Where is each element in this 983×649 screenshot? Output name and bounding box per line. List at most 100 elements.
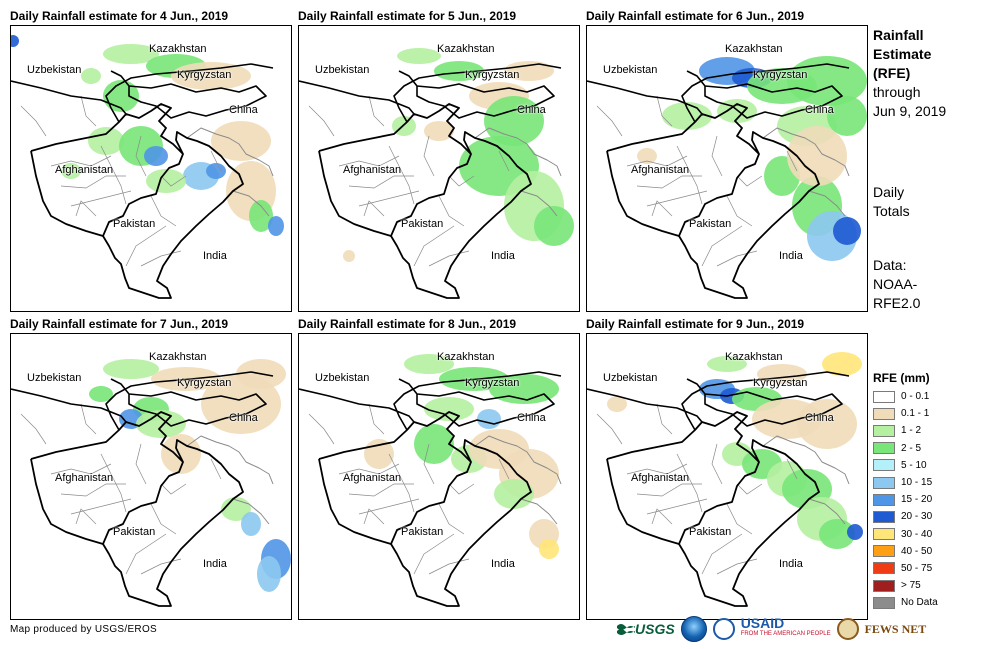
legend-item: 10 - 15 [873, 474, 938, 491]
rainfall-area [103, 44, 159, 64]
rainfall-area [707, 356, 747, 372]
legend-item: 2 - 5 [873, 440, 938, 457]
legend-swatch [873, 407, 895, 420]
country-label-india: India [203, 558, 227, 570]
rainfall-area [11, 35, 19, 47]
country-border [762, 127, 850, 217]
map-canvas [299, 48, 574, 299]
legend-title: RFE (mm) [873, 371, 930, 385]
rainfall-area [103, 359, 159, 379]
legend-item: 20 - 30 [873, 508, 938, 525]
country-label-uzbekistan: Uzbekistan [315, 372, 370, 384]
rainfall-area [268, 216, 284, 236]
legend-label: No Data [901, 597, 938, 609]
country-label-afghanistan: Afghanistan [55, 472, 114, 484]
rainfall-area [534, 206, 574, 246]
country-label-kyrgyzstan: Kyrgyzstan [177, 69, 232, 81]
country-label-kyrgyzstan: Kyrgyzstan [753, 69, 808, 81]
country-label-uzbekistan: Uzbekistan [315, 64, 370, 76]
side-data-line: NOAA- [873, 276, 918, 292]
side-data-line: Data: [873, 257, 907, 273]
side-through-line: through [873, 84, 921, 100]
province-boundaries [596, 403, 798, 575]
country-label-afghanistan: Afghanistan [631, 472, 690, 484]
side-daily-totals: Daily Totals [873, 183, 910, 221]
country-border [606, 458, 680, 545]
country-border [587, 63, 850, 123]
country-label-china: China [517, 104, 546, 116]
rainfall-area [434, 61, 484, 81]
map-panel-jun-4: Daily Rainfall estimate for 4 Jun., 2019… [10, 8, 292, 312]
country-label-afghanistan: Afghanistan [343, 472, 402, 484]
country-border [318, 458, 392, 545]
legend-label: > 75 [901, 580, 921, 592]
rainfall-area [404, 354, 454, 374]
map-canvas [587, 56, 867, 299]
country-label-kazakhstan: Kazakhstan [149, 43, 207, 55]
country-label-pakistan: Pakistan [113, 218, 156, 230]
country-label-pakistan: Pakistan [113, 526, 156, 538]
province-boundaries [308, 403, 510, 575]
rainfall-map: Kazakhstan Uzbekistan Kyrgyzstan China Afgha… [586, 333, 868, 620]
province-boundaries [596, 95, 798, 267]
fews-net-seal-icon [836, 618, 859, 640]
rainfall-map: Kazakhstan Uzbekistan Kyrgyzstan China Afgha… [10, 25, 292, 312]
legend-item: 30 - 40 [873, 526, 938, 543]
rainfall-area [607, 396, 627, 412]
rainfall-area [484, 96, 544, 146]
rainfall-area [161, 434, 201, 474]
panel-title: Daily Rainfall estimate for 6 Jun., 2019 [586, 9, 805, 23]
usaid-seal-icon [712, 618, 735, 640]
legend-item: 50 - 75 [873, 560, 938, 577]
rainfall-area [61, 163, 81, 179]
rainfall-area [241, 512, 261, 536]
legend-label: 50 - 75 [901, 562, 933, 574]
rainfall-area [397, 48, 441, 64]
logo-strip: USGS USAID FROM THE AMERICAN PEOPLE FEWS… [617, 614, 926, 644]
country-border [606, 103, 820, 299]
side-daily-line: Totals [873, 203, 910, 219]
country-label-pakistan: Pakistan [689, 526, 732, 538]
rainfall-area [477, 409, 501, 429]
country-label-india: India [779, 558, 803, 570]
rainfall-area [257, 556, 281, 592]
country-label-pakistan: Pakistan [689, 218, 732, 230]
country-label-india: India [491, 250, 515, 262]
legend-label: 30 - 40 [901, 528, 933, 540]
rainfall-area [833, 217, 861, 245]
map-panel-jun-7: Daily Rainfall estimate for 7 Jun., 2019… [10, 316, 292, 620]
country-border [474, 127, 562, 217]
legend-label: 15 - 20 [901, 494, 933, 506]
legend-swatch [873, 390, 895, 403]
rainfall-area [787, 56, 867, 106]
map-panel-jun-9: Daily Rainfall estimate for 9 Jun., 2019… [586, 316, 868, 620]
map-canvas [587, 352, 863, 607]
map-panel-jun-5: Daily Rainfall estimate for 5 Jun., 2019… [298, 8, 580, 312]
country-label-uzbekistan: Uzbekistan [603, 64, 658, 76]
map-panel-jun-6: Daily Rainfall estimate for 6 Jun., 2019… [586, 8, 868, 312]
rainfall-area [171, 62, 251, 90]
legend-swatch [873, 424, 895, 437]
usgs-wave-icon [617, 624, 635, 635]
side-title-line: Estimate [873, 46, 932, 62]
legend-swatch [873, 459, 895, 472]
rainfall-area [136, 410, 186, 438]
rainfall-area [539, 539, 559, 559]
legend-swatch [873, 442, 895, 455]
country-border [30, 150, 104, 237]
legend-item: 1 - 2 [873, 422, 938, 439]
rainfall-map: Kazakhstan Uzbekistan Kyrgyzstan China Afgha… [586, 25, 868, 312]
country-label-kazakhstan: Kazakhstan [725, 43, 783, 55]
country-border [762, 435, 850, 525]
map-credit: Map produced by USGS/EROS [10, 624, 158, 635]
rainfall-area [211, 121, 271, 161]
country-border [587, 371, 850, 431]
country-border [299, 63, 562, 123]
side-through-line: Jun 9, 2019 [873, 103, 947, 119]
legend-label: 0 - 0.1 [901, 391, 930, 403]
panel-title: Daily Rainfall estimate for 7 Jun., 2019 [10, 317, 229, 331]
legend-item: No Data [873, 594, 938, 611]
rainfall-area [424, 397, 474, 421]
side-title-line: (RFE) [873, 65, 911, 81]
legend-swatch [873, 476, 895, 489]
